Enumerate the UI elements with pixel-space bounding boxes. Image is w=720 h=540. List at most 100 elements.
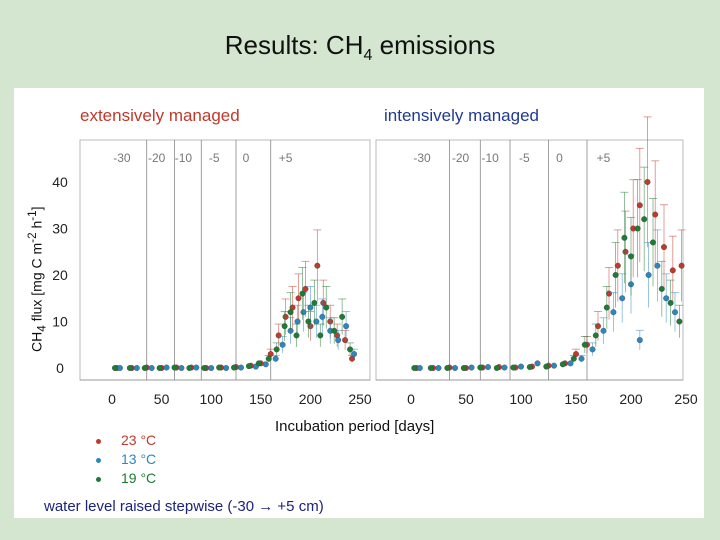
data-point bbox=[551, 362, 557, 369]
legend-dot-icon bbox=[96, 438, 101, 444]
data-point bbox=[427, 365, 434, 371]
data-point bbox=[644, 179, 651, 185]
water-level-label: -10 bbox=[482, 151, 500, 165]
x-tick-label: 100 bbox=[509, 391, 533, 407]
data-point bbox=[347, 346, 354, 353]
data-point bbox=[148, 365, 155, 371]
water-level-label: 0 bbox=[243, 151, 250, 165]
data-point bbox=[141, 365, 148, 371]
data-point bbox=[600, 327, 607, 334]
data-point bbox=[317, 332, 324, 339]
data-point bbox=[311, 299, 318, 306]
legend-dot-icon bbox=[96, 476, 101, 482]
data-point bbox=[636, 337, 643, 344]
data-point bbox=[493, 365, 500, 371]
data-point bbox=[622, 248, 629, 255]
x-tick-label: 200 bbox=[619, 391, 643, 407]
data-point bbox=[411, 365, 418, 371]
data-point bbox=[663, 295, 670, 302]
data-point bbox=[603, 304, 610, 311]
data-point bbox=[287, 309, 294, 316]
data-point bbox=[216, 364, 223, 371]
water-level-label: -20 bbox=[148, 151, 166, 165]
data-point bbox=[300, 309, 307, 316]
data-point bbox=[323, 304, 330, 311]
ylabel-sup: -1 bbox=[26, 210, 39, 221]
data-point bbox=[319, 313, 326, 320]
data-point bbox=[272, 355, 279, 362]
slide-title: Results: CH4 emissions bbox=[0, 30, 720, 65]
title-text: Results: CH bbox=[224, 30, 364, 60]
data-point bbox=[559, 361, 566, 368]
legend-item-23c: 23 °C bbox=[96, 432, 156, 448]
title-text-suffix: emissions bbox=[372, 30, 496, 60]
data-point bbox=[667, 299, 674, 306]
panel-title-extensive: extensively managed bbox=[80, 106, 240, 125]
data-point bbox=[171, 364, 178, 371]
data-point bbox=[578, 355, 585, 362]
data-point bbox=[265, 355, 272, 362]
data-point bbox=[342, 337, 349, 344]
data-point bbox=[208, 365, 215, 371]
data-point bbox=[654, 262, 661, 269]
x-tick-label: 50 bbox=[458, 391, 474, 407]
data-point bbox=[645, 272, 652, 278]
data-point bbox=[592, 332, 599, 339]
y-tick-label: 0 bbox=[56, 360, 64, 376]
data-point bbox=[435, 365, 442, 371]
water-level-label: -5 bbox=[519, 151, 530, 165]
data-point bbox=[570, 355, 577, 362]
data-point bbox=[112, 365, 118, 371]
data-point bbox=[581, 341, 588, 348]
data-point bbox=[245, 363, 252, 370]
plot-frame bbox=[79, 139, 371, 381]
data-point bbox=[669, 267, 676, 274]
data-point bbox=[281, 323, 288, 330]
data-point bbox=[636, 202, 643, 209]
x-tick-label: 200 bbox=[299, 391, 323, 407]
data-point bbox=[193, 364, 200, 371]
data-point bbox=[526, 364, 533, 371]
data-point bbox=[589, 346, 596, 353]
data-point bbox=[273, 346, 280, 353]
data-point bbox=[351, 351, 357, 357]
data-point bbox=[634, 225, 641, 232]
data-point bbox=[628, 253, 634, 260]
data-point bbox=[650, 239, 656, 246]
data-point bbox=[610, 309, 617, 316]
x-tick-label: 150 bbox=[564, 391, 588, 407]
data-point bbox=[614, 262, 621, 269]
data-point bbox=[255, 360, 262, 367]
water-level-label: -20 bbox=[452, 151, 470, 165]
data-point bbox=[293, 332, 300, 339]
data-point bbox=[299, 290, 306, 297]
data-point bbox=[201, 365, 208, 371]
legend-label: 23 °C bbox=[121, 432, 157, 448]
water-level-label: -30 bbox=[413, 151, 431, 165]
data-point bbox=[606, 290, 612, 297]
data-point bbox=[534, 360, 541, 367]
data-point bbox=[452, 365, 458, 371]
x-tick-label: 0 bbox=[108, 391, 116, 407]
data-point bbox=[238, 364, 244, 371]
data-point bbox=[178, 365, 185, 371]
title-subscript: 4 bbox=[363, 47, 373, 65]
data-point bbox=[282, 313, 289, 320]
data-point bbox=[339, 313, 346, 320]
data-point bbox=[133, 365, 140, 371]
data-point bbox=[262, 361, 269, 368]
x-tick-label: 100 bbox=[200, 391, 224, 407]
data-point bbox=[305, 318, 312, 325]
panel-title-intensive: intensively managed bbox=[384, 106, 539, 125]
data-point bbox=[126, 365, 133, 371]
data-point bbox=[672, 309, 678, 316]
data-point bbox=[510, 364, 517, 371]
x-tick-label: 0 bbox=[407, 391, 415, 407]
water-level-label: -5 bbox=[209, 151, 220, 165]
water-level-label: -30 bbox=[113, 151, 131, 165]
data-point bbox=[477, 364, 484, 371]
data-point bbox=[652, 211, 659, 218]
ylabel-sup: -2 bbox=[26, 232, 39, 243]
y-tick-label: 30 bbox=[52, 221, 68, 237]
water-level-note: water level raised stepwise (-30 → +5 cm… bbox=[44, 498, 324, 515]
